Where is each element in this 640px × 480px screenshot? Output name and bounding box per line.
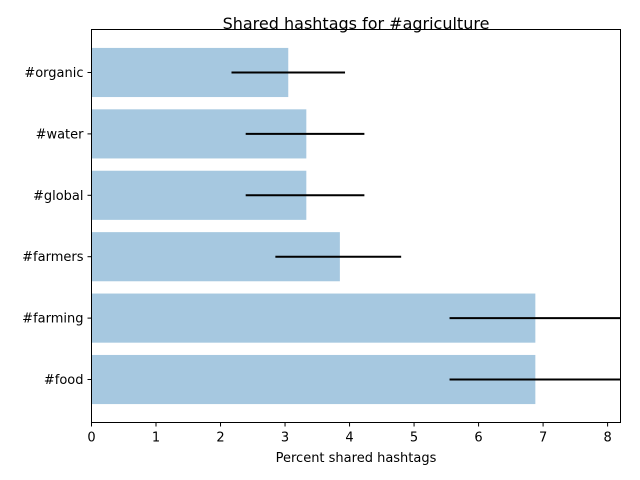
error-bars (231, 71, 621, 381)
y-axis: #organic #water #global #farmers #farming #fo… (22, 66, 92, 388)
y-tick-label-food: #food (44, 373, 84, 388)
y-tick-label-water: #water (36, 127, 85, 142)
x-tick-label: 6 (474, 431, 482, 446)
x-tick-label: 2 (216, 431, 224, 446)
y-tick-label-organic: #organic (24, 66, 83, 81)
x-tick-label: 1 (152, 431, 160, 446)
x-tick-label: 5 (410, 431, 418, 446)
y-tick-label-farmers: #farmers (22, 250, 84, 265)
x-tick-label: 8 (603, 431, 611, 446)
x-axis: 0 1 2 3 4 5 6 7 8 (87, 422, 612, 446)
y-tick-label-global: #global (33, 189, 84, 204)
x-tick-label: 4 (345, 431, 353, 446)
x-tick-label: 7 (539, 431, 547, 446)
chart-title: Shared hashtags for #agriculture (223, 14, 490, 33)
x-axis-label: Percent shared hashtags (276, 451, 437, 466)
bars (91, 47, 536, 405)
y-tick-label-farming: #farming (22, 312, 83, 327)
axes-frame (91, 29, 621, 423)
x-tick-label: 0 (87, 431, 95, 446)
x-tick-label: 3 (281, 431, 289, 446)
